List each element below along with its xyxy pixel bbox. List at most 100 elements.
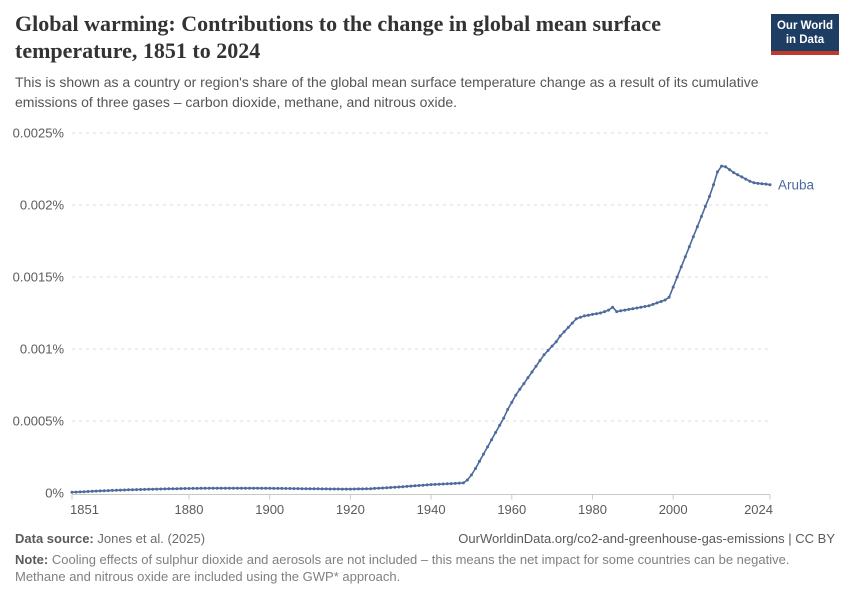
series-point[interactable] [586,313,590,317]
series-point[interactable] [578,315,582,319]
series-point[interactable] [591,312,594,316]
series-point[interactable] [276,486,280,490]
series-point[interactable] [514,393,518,397]
series-point[interactable] [219,486,223,490]
series-point[interactable] [215,486,219,490]
series-point[interactable] [352,487,356,491]
series-point[interactable] [490,438,494,442]
series-point[interactable] [659,300,663,303]
series-point[interactable] [724,165,728,169]
series-label[interactable]: Aruba [778,177,815,192]
series-point[interactable] [667,295,671,299]
series-point[interactable] [300,487,304,491]
series-point[interactable] [147,487,151,491]
series-point[interactable] [647,304,651,308]
series-point[interactable] [235,486,239,490]
series-point[interactable] [175,487,179,491]
series-point[interactable] [304,487,308,491]
series-line[interactable] [71,165,771,494]
series-point[interactable] [510,400,514,404]
series-point[interactable] [397,485,401,489]
series-point[interactable] [433,482,437,486]
series-point[interactable] [78,490,82,494]
series-point[interactable] [340,487,344,491]
series-point[interactable] [231,486,235,490]
series-point[interactable] [143,487,147,491]
series-point[interactable] [159,487,163,491]
series-point[interactable] [240,486,243,490]
series-point[interactable] [441,482,445,486]
series-point[interactable] [211,486,215,490]
series-point[interactable] [187,487,191,490]
series-point[interactable] [554,340,558,344]
series-point[interactable] [728,168,732,172]
series-point[interactable] [256,486,260,490]
series-point[interactable] [284,487,288,490]
series-point[interactable] [595,312,598,316]
series-point[interactable] [679,265,683,269]
owid-logo[interactable]: Our World in Data [771,14,839,55]
series-point[interactable] [308,487,312,491]
series-point[interactable] [272,486,276,490]
series-point[interactable] [227,486,231,490]
series-point[interactable] [260,486,264,490]
series-point[interactable] [461,481,465,485]
series-point[interactable] [756,181,760,185]
series-point[interactable] [288,487,292,490]
series-point[interactable] [280,486,284,490]
series-point[interactable] [199,486,203,490]
series-point[interactable] [619,309,623,313]
series-point[interactable] [191,486,195,490]
series-point[interactable] [417,484,421,487]
series-point[interactable] [139,488,143,491]
series-point[interactable] [748,179,752,183]
series-point[interactable] [683,255,687,259]
series-point[interactable] [389,486,393,489]
series-point[interactable] [599,311,602,315]
series-point[interactable] [163,487,167,491]
series-point[interactable] [114,488,118,492]
series-point[interactable] [207,486,211,490]
series-point[interactable] [183,487,187,490]
series-point[interactable] [534,364,538,368]
series-point[interactable] [691,235,695,239]
series-point[interactable] [365,487,368,491]
series-point[interactable] [603,310,607,314]
series-point[interactable] [716,170,719,174]
series-point[interactable] [357,487,360,491]
series-point[interactable] [203,486,207,490]
series-point[interactable] [643,305,647,308]
series-point[interactable] [102,489,106,493]
series-point[interactable] [248,486,251,490]
series-point[interactable] [70,490,74,494]
attribution-link[interactable]: OurWorldinData.org/co2-and-greenhouse-ga… [458,531,835,546]
series-point[interactable] [744,177,748,181]
series-point[interactable] [401,485,405,489]
series-point[interactable] [518,387,522,391]
series-point[interactable] [478,459,481,463]
series-point[interactable] [506,408,510,411]
series-point[interactable] [74,490,78,494]
series-point[interactable] [675,275,679,279]
series-point[interactable] [223,486,227,490]
series-point[interactable] [86,490,90,493]
series-point[interactable] [167,487,171,491]
series-point[interactable] [82,490,86,494]
series-point[interactable] [135,488,139,492]
series-point[interactable] [699,215,703,218]
series-point[interactable] [445,482,449,486]
series-point[interactable] [151,487,155,491]
series-point[interactable] [312,487,316,491]
series-point[interactable] [316,487,320,491]
series-point[interactable] [244,486,247,490]
series-point[interactable] [361,487,364,491]
series-point[interactable] [296,487,300,491]
series-point[interactable] [582,314,586,318]
series-point[interactable] [703,204,707,208]
series-point[interactable] [377,486,381,490]
series-point[interactable] [655,301,659,305]
series-point[interactable] [123,488,126,492]
series-point[interactable] [381,486,385,490]
series-point[interactable] [98,489,102,493]
series-point[interactable] [530,370,534,374]
